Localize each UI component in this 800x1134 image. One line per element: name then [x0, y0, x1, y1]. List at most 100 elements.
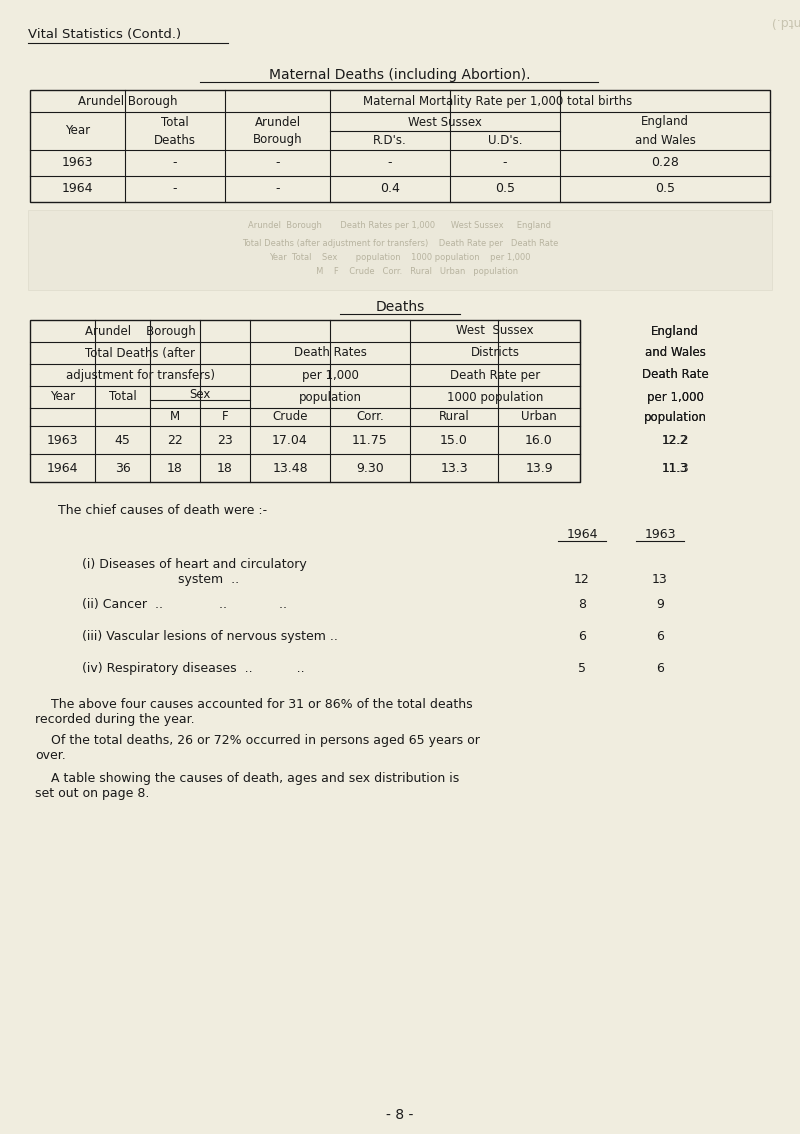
- Text: per 1,000: per 1,000: [302, 369, 358, 381]
- Text: 1000 population: 1000 population: [447, 390, 543, 404]
- Text: 1963: 1963: [62, 156, 94, 169]
- Text: 11.3: 11.3: [662, 462, 688, 474]
- Text: Districts: Districts: [470, 347, 519, 359]
- Text: per 1,000: per 1,000: [646, 390, 703, 404]
- Text: 9: 9: [656, 598, 664, 611]
- Text: Rural: Rural: [438, 411, 470, 423]
- Bar: [30, 90, 770, 202]
- Text: 0.5: 0.5: [495, 183, 515, 195]
- Text: Arundel  Borough       Death Rates per 1,000      West Sussex     England: Arundel Borough Death Rates per 1,000 We…: [249, 220, 551, 229]
- Text: 13: 13: [652, 573, 668, 586]
- Text: Of the total deaths, 26 or 72% occurred in persons aged 65 years or: Of the total deaths, 26 or 72% occurred …: [35, 734, 480, 747]
- Text: 13.48: 13.48: [272, 462, 308, 474]
- Text: 6: 6: [656, 631, 664, 643]
- Text: West  Sussex: West Sussex: [456, 324, 534, 338]
- Text: 8: 8: [578, 598, 586, 611]
- Text: system  ..: system ..: [82, 573, 239, 586]
- Text: population: population: [643, 411, 706, 423]
- Text: (i) Diseases of heart and circulatory: (i) Diseases of heart and circulatory: [82, 558, 306, 572]
- Text: Vital Statistics (Contd.): Vital Statistics (Contd.): [772, 15, 800, 28]
- Text: Year: Year: [50, 390, 75, 404]
- Text: England: England: [641, 116, 689, 128]
- Text: Arundel    Borough: Arundel Borough: [85, 324, 195, 338]
- Text: 1963: 1963: [46, 433, 78, 447]
- Text: 45: 45: [114, 433, 130, 447]
- Text: recorded during the year.: recorded during the year.: [35, 713, 194, 726]
- Text: -: -: [275, 183, 280, 195]
- Text: 1964: 1964: [62, 183, 94, 195]
- Text: 13.9: 13.9: [525, 462, 553, 474]
- Text: Total: Total: [161, 116, 189, 128]
- Text: over.: over.: [35, 748, 66, 762]
- Text: -: -: [502, 156, 507, 169]
- Text: and Wales: and Wales: [645, 347, 706, 359]
- Text: 16.0: 16.0: [525, 433, 553, 447]
- Text: Borough: Borough: [253, 134, 302, 146]
- Text: -: -: [388, 156, 392, 169]
- Text: 18: 18: [217, 462, 233, 474]
- Text: 9.30: 9.30: [356, 462, 384, 474]
- Text: 36: 36: [114, 462, 130, 474]
- Text: 18: 18: [167, 462, 183, 474]
- Text: 22: 22: [167, 433, 183, 447]
- Text: 11.75: 11.75: [352, 433, 388, 447]
- Text: 23: 23: [217, 433, 233, 447]
- Text: Death Rate: Death Rate: [642, 369, 708, 381]
- Text: Crude: Crude: [272, 411, 308, 423]
- Bar: [30, 320, 580, 482]
- Text: 1963: 1963: [644, 528, 676, 541]
- Text: M    F    Crude   Corr.   Rural   Urban   population: M F Crude Corr. Rural Urban population: [282, 268, 518, 277]
- Text: 15.0: 15.0: [440, 433, 468, 447]
- Text: Year  Total    Sex       population    1000 population    per 1,000: Year Total Sex population 1000 populatio…: [270, 254, 530, 262]
- Text: F: F: [222, 411, 228, 423]
- Text: Sex: Sex: [190, 388, 210, 400]
- Bar: [28, 210, 772, 290]
- Text: 17.04: 17.04: [272, 433, 308, 447]
- Text: 6: 6: [578, 631, 586, 643]
- Text: - 8 -: - 8 -: [386, 1108, 414, 1122]
- Text: population: population: [298, 390, 362, 404]
- Text: Total Deaths (after: Total Deaths (after: [85, 347, 195, 359]
- Text: 12.2: 12.2: [662, 433, 688, 447]
- Text: Arundel: Arundel: [254, 116, 301, 128]
- Text: England: England: [651, 324, 699, 338]
- Text: 13.3: 13.3: [440, 462, 468, 474]
- Text: West Sussex: West Sussex: [408, 116, 482, 128]
- Text: Total Deaths (after adjustment for transfers)    Death Rate per   Death Rate: Total Deaths (after adjustment for trans…: [242, 238, 558, 247]
- Text: Maternal Mortality Rate per 1,000 total births: Maternal Mortality Rate per 1,000 total …: [363, 94, 632, 108]
- Text: A table showing the causes of death, ages and sex distribution is: A table showing the causes of death, age…: [35, 772, 459, 785]
- Text: The above four causes accounted for 31 or 86% of the total deaths: The above four causes accounted for 31 o…: [35, 699, 473, 711]
- Text: U.D's.: U.D's.: [488, 134, 522, 146]
- Text: Corr.: Corr.: [356, 411, 384, 423]
- Text: Maternal Deaths (including Abortion).: Maternal Deaths (including Abortion).: [270, 68, 530, 82]
- Text: Urban: Urban: [521, 411, 557, 423]
- Text: 0.4: 0.4: [380, 183, 400, 195]
- Text: Deaths: Deaths: [375, 301, 425, 314]
- Text: adjustment for transfers): adjustment for transfers): [66, 369, 214, 381]
- Text: Total: Total: [109, 390, 136, 404]
- Text: 1964: 1964: [46, 462, 78, 474]
- Text: -: -: [275, 156, 280, 169]
- Text: England: England: [651, 324, 699, 338]
- Text: and Wales: and Wales: [634, 134, 695, 146]
- Text: The chief causes of death were :-: The chief causes of death were :-: [58, 503, 267, 517]
- Text: 0.28: 0.28: [651, 156, 679, 169]
- Text: Deaths: Deaths: [154, 134, 196, 146]
- Text: 0.5: 0.5: [655, 183, 675, 195]
- Text: R.D's.: R.D's.: [373, 134, 407, 146]
- Text: set out on page 8.: set out on page 8.: [35, 787, 150, 799]
- Text: 11.3: 11.3: [661, 462, 689, 474]
- Text: 1964: 1964: [566, 528, 598, 541]
- Text: per 1,000: per 1,000: [646, 390, 703, 404]
- Text: Death Rates: Death Rates: [294, 347, 366, 359]
- Text: Death Rate: Death Rate: [642, 369, 708, 381]
- Text: -: -: [173, 156, 178, 169]
- Text: Arundel Borough: Arundel Borough: [78, 94, 178, 108]
- Text: 5: 5: [578, 662, 586, 675]
- Text: (iii) Vascular lesions of nervous system ..: (iii) Vascular lesions of nervous system…: [82, 631, 338, 643]
- Text: 12: 12: [574, 573, 590, 586]
- Text: 6: 6: [656, 662, 664, 675]
- Text: Death Rate per: Death Rate per: [450, 369, 540, 381]
- Text: Vital Statistics (Contd.): Vital Statistics (Contd.): [28, 28, 181, 41]
- Text: and Wales: and Wales: [645, 347, 706, 359]
